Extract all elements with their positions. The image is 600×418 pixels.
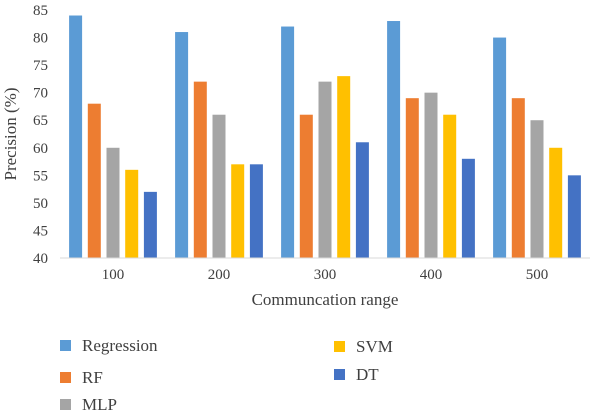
bar-regression-400 (387, 21, 401, 259)
y-tick-label: 85 (33, 3, 48, 19)
legend-label-dt: DT (356, 365, 379, 384)
bar-svm-100 (125, 169, 139, 258)
bar-rf-400 (405, 98, 419, 258)
bar-mlp-300 (318, 81, 332, 259)
x-tick-label: 300 (314, 267, 337, 283)
bar-regression-500 (493, 37, 507, 258)
y-axis-ticks: 40 45 50 55 60 65 70 75 80 85 (33, 3, 48, 267)
bar-regression-100 (69, 15, 83, 259)
legend-swatch-mlp (60, 399, 71, 410)
bar-dt-500 (567, 175, 581, 258)
x-tick-label: 400 (420, 267, 443, 283)
bar-svm-200 (231, 164, 245, 258)
y-tick-label: 60 (33, 141, 48, 157)
legend-label-regression: Regression (82, 336, 158, 355)
legend-swatch-dt (334, 369, 345, 380)
legend-label-mlp: MLP (82, 395, 117, 414)
legend-swatch-rf (60, 372, 71, 383)
bar-svm-300 (337, 76, 351, 258)
bar-rf-500 (511, 98, 525, 258)
bar-series (69, 15, 581, 259)
bar-regression-200 (175, 32, 189, 258)
legend-swatch-svm (334, 341, 345, 352)
bar-rf-200 (193, 81, 207, 259)
x-axis-ticks: 100 200 300 400 500 (102, 267, 549, 283)
bar-svm-500 (549, 147, 563, 258)
x-tick-label: 200 (208, 267, 231, 283)
y-axis-title: Precision (%) (1, 87, 20, 180)
bar-dt-400 (461, 158, 475, 258)
bar-svm-400 (443, 114, 457, 258)
x-tick-label: 100 (102, 267, 125, 283)
y-tick-label: 80 (33, 31, 48, 47)
legend-label-rf: RF (82, 368, 103, 387)
x-axis-title: Communcation range (252, 290, 399, 309)
y-tick-label: 45 (33, 223, 48, 239)
bar-mlp-400 (424, 92, 438, 259)
bar-dt-300 (355, 142, 369, 258)
y-tick-label: 65 (33, 113, 48, 129)
bar-rf-300 (299, 114, 313, 258)
bar-dt-200 (249, 164, 263, 258)
legend-swatch-regression (60, 340, 71, 351)
legend-label-svm: SVM (356, 337, 393, 356)
bar-mlp-500 (530, 120, 544, 258)
bar-rf-100 (87, 103, 101, 258)
y-tick-label: 40 (33, 251, 48, 267)
bar-mlp-100 (106, 147, 120, 258)
y-tick-label: 75 (33, 58, 48, 74)
y-tick-label: 70 (33, 86, 48, 102)
legend: Regression RF MLP SVM DT (60, 336, 393, 414)
bar-mlp-200 (212, 114, 226, 258)
bar-regression-300 (281, 26, 295, 259)
bar-dt-100 (143, 191, 157, 258)
y-tick-label: 50 (33, 196, 48, 212)
y-tick-label: 55 (33, 168, 48, 184)
x-tick-label: 500 (526, 267, 549, 283)
